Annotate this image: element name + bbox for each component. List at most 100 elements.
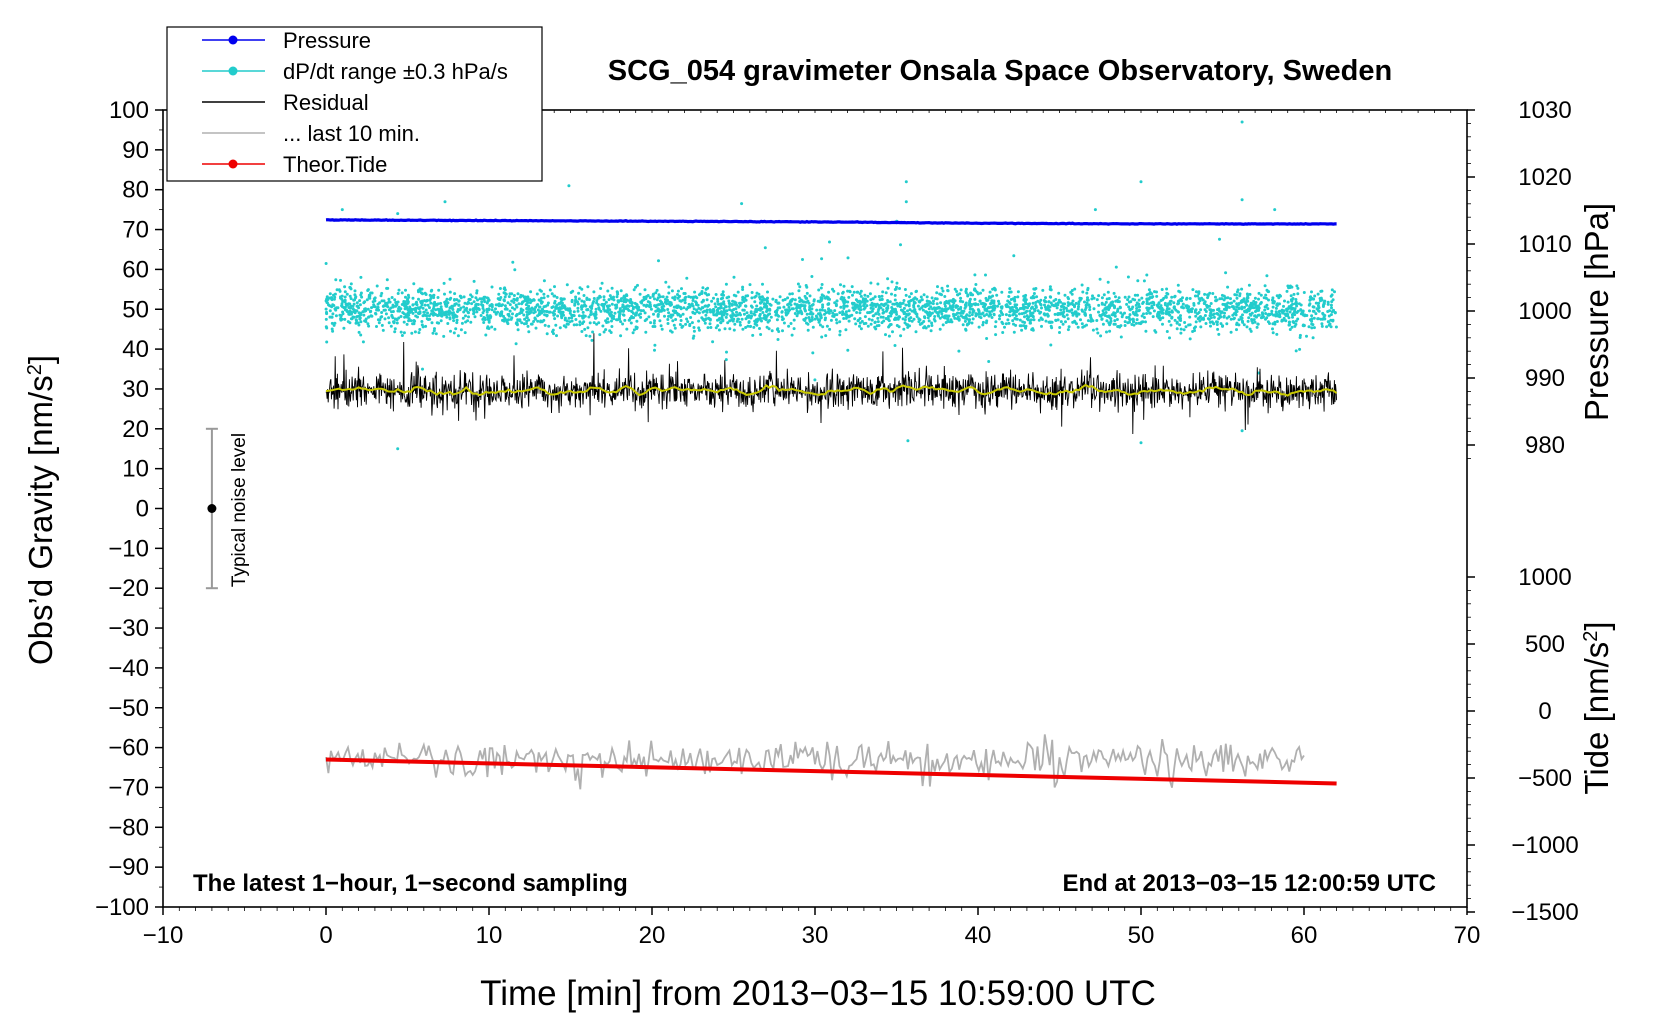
dpdt-point	[476, 298, 479, 302]
dpdt-point	[780, 310, 784, 314]
dpdt-point	[964, 291, 968, 295]
y-tick-label: −20	[108, 575, 149, 602]
dpdt-point	[1198, 319, 1202, 323]
dpdt-point	[1249, 306, 1253, 310]
dpdt-point	[1240, 198, 1244, 202]
dpdt-point	[771, 297, 775, 301]
dpdt-point	[422, 310, 426, 314]
tide-tick-label: −1500	[1511, 899, 1578, 926]
dpdt-point	[683, 301, 687, 305]
dpdt-point	[1075, 312, 1078, 316]
y-tick-label: −40	[108, 655, 149, 682]
dpdt-point	[1288, 310, 1292, 314]
dpdt-point	[977, 309, 981, 313]
dpdt-point	[810, 275, 814, 278]
dpdt-point	[1144, 320, 1147, 324]
dpdt-point	[475, 291, 479, 295]
dpdt-point	[511, 260, 515, 264]
dpdt-point	[1030, 328, 1034, 332]
dpdt-point	[609, 331, 613, 334]
dpdt-point	[349, 282, 353, 286]
dpdt-point	[338, 313, 342, 317]
dpdt-point	[351, 304, 355, 308]
dpdt-point	[453, 292, 457, 296]
dpdt-point	[843, 304, 847, 308]
dpdt-point	[595, 301, 599, 305]
dpdt-point	[838, 320, 842, 324]
dpdt-point	[886, 277, 890, 281]
dpdt-point	[1312, 297, 1316, 301]
dpdt-point	[656, 296, 660, 300]
dpdt-point	[1061, 304, 1064, 308]
dpdt-point	[457, 308, 461, 312]
dpdt-point	[797, 296, 801, 300]
dpdt-point	[1310, 326, 1314, 330]
dpdt-point	[981, 320, 985, 324]
dpdt-point	[1099, 334, 1103, 338]
dpdt-point	[770, 329, 774, 333]
dpdt-point	[1317, 301, 1321, 305]
dpdt-point	[395, 321, 399, 325]
dpdt-point	[1305, 314, 1309, 317]
dpdt-point	[866, 294, 870, 298]
dpdt-point	[728, 319, 732, 323]
smoothed-residual-series	[325, 383, 1338, 397]
dpdt-point	[1079, 318, 1082, 322]
dpdt-point	[927, 319, 931, 323]
dpdt-point	[481, 306, 485, 310]
dpdt-point	[515, 313, 519, 317]
dpdt-point	[1217, 317, 1221, 321]
dpdt-point	[1157, 301, 1161, 305]
dpdt-point	[1071, 320, 1075, 324]
dpdt-point	[1070, 311, 1074, 315]
dpdt-point	[349, 312, 353, 316]
dpdt-point	[890, 280, 894, 284]
dpdt-point	[1145, 306, 1149, 310]
dpdt-point	[1155, 294, 1159, 298]
dpdt-point	[572, 314, 576, 318]
noise-level-label: Typical noise level	[229, 433, 250, 587]
dpdt-point	[485, 310, 489, 314]
dpdt-point	[940, 286, 944, 290]
dpdt-point	[426, 311, 429, 315]
dpdt-point	[1293, 324, 1297, 328]
dpdt-point	[1007, 295, 1011, 298]
dpdt-point	[1064, 320, 1067, 324]
dpdt-point	[1215, 320, 1218, 324]
dpdt-point	[565, 283, 569, 287]
y-axis-label-gravity-sup: 2	[24, 364, 46, 375]
dpdt-point	[741, 327, 745, 331]
dpdt-point	[389, 324, 393, 328]
dpdt-point	[602, 330, 606, 334]
dpdt-point	[989, 313, 993, 317]
dpdt-point	[946, 289, 950, 292]
dpdt-point	[999, 305, 1003, 309]
dpdt-point	[667, 291, 671, 295]
dpdt-point	[820, 257, 824, 261]
dpdt-point	[984, 321, 988, 325]
dpdt-point	[353, 289, 357, 293]
dpdt-point	[717, 328, 721, 332]
dpdt-point	[1011, 313, 1015, 317]
dpdt-point	[909, 316, 913, 320]
dpdt-point	[646, 300, 650, 304]
dpdt-point	[397, 316, 401, 320]
dpdt-point	[1109, 319, 1113, 323]
dpdt-point	[877, 295, 881, 298]
x-tick-label: 0	[319, 922, 332, 949]
dpdt-point	[365, 298, 369, 302]
dpdt-point	[346, 320, 350, 324]
dpdt-point	[643, 319, 647, 323]
dpdt-point	[1147, 288, 1151, 292]
dpdt-point	[1255, 309, 1259, 313]
dpdt-point	[1194, 325, 1197, 329]
dpdt-point	[463, 301, 467, 305]
dpdt-point	[1125, 316, 1129, 319]
dpdt-point	[1088, 308, 1092, 312]
dpdt-point	[1159, 304, 1163, 308]
dpdt-point	[585, 308, 589, 312]
dpdt-point	[763, 316, 767, 320]
dpdt-point	[324, 262, 328, 265]
dpdt-point	[1100, 302, 1104, 306]
dpdt-point	[893, 288, 897, 291]
